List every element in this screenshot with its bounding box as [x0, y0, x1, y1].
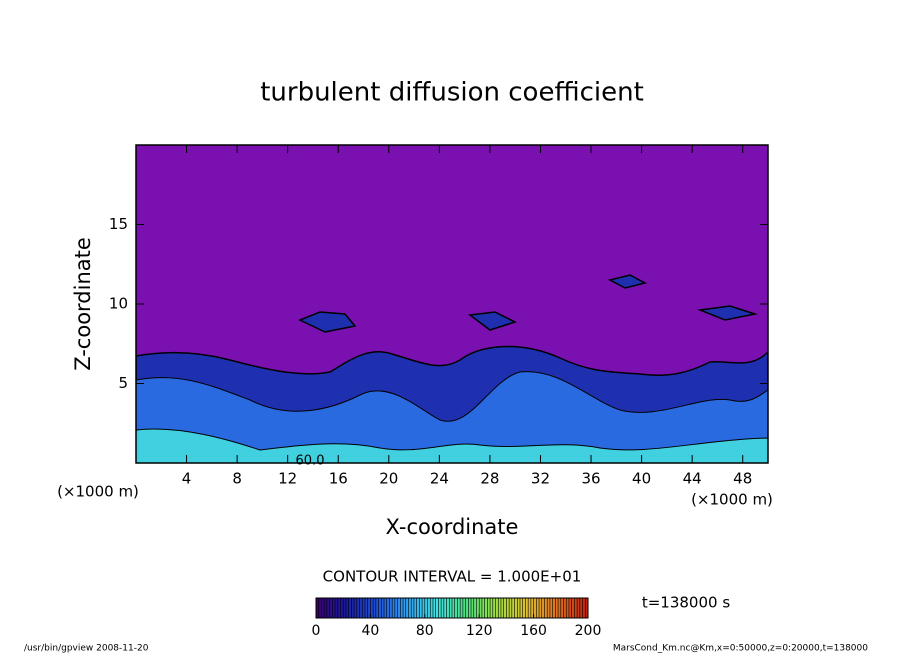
y-tick-label: 5 — [118, 374, 128, 392]
x-tick-label: 8 — [232, 470, 242, 488]
x-tick-label: 48 — [733, 470, 752, 488]
colorbar-tick-label: 0 — [312, 623, 321, 639]
chart-title: turbulent diffusion coefficient — [260, 78, 644, 108]
x-tick-label: 12 — [278, 470, 297, 488]
field-region — [136, 428, 768, 463]
time-label: t=138000 s — [642, 594, 730, 612]
colorbar-tick-label: 200 — [575, 623, 602, 639]
y-axis-label: Z-coordinate — [71, 237, 95, 371]
field-region — [298, 274, 758, 333]
x-tick-label: 36 — [581, 470, 600, 488]
x-tick-label: 44 — [683, 470, 702, 488]
colorbar-tick-label: 80 — [416, 623, 434, 639]
x-tick-label: 40 — [632, 470, 651, 488]
colorbar-tick-label: 120 — [466, 623, 493, 639]
x-tick-label: 20 — [379, 470, 398, 488]
colorbar-tick-label: 160 — [520, 623, 547, 639]
contour-label: 60.0 — [296, 454, 325, 469]
x-tick-label: 32 — [531, 470, 550, 488]
x-axis-label: X-coordinate — [386, 515, 519, 539]
x-unit: (×1000 m) — [57, 483, 139, 501]
colorbar-tick-label: 40 — [361, 623, 379, 639]
field-region — [136, 371, 768, 463]
x-tick-label: 4 — [182, 470, 192, 488]
y-tick-label: 10 — [109, 295, 128, 313]
field — [136, 145, 768, 463]
x-tick-label: 16 — [329, 470, 348, 488]
footer-right: MarsCond_Km.nc@Km,x=0:50000,z=0:20000,t=… — [613, 644, 868, 654]
footer-left: /usr/bin/gpview 2008-11-20 — [24, 644, 149, 654]
x-tick-label: 28 — [480, 470, 499, 488]
y-tick-label: 15 — [109, 215, 128, 233]
x-tick-label: 24 — [430, 470, 449, 488]
contour-interval: CONTOUR INTERVAL = 1.000E+01 — [323, 568, 582, 586]
y-unit: (×1000 m) — [691, 491, 773, 509]
